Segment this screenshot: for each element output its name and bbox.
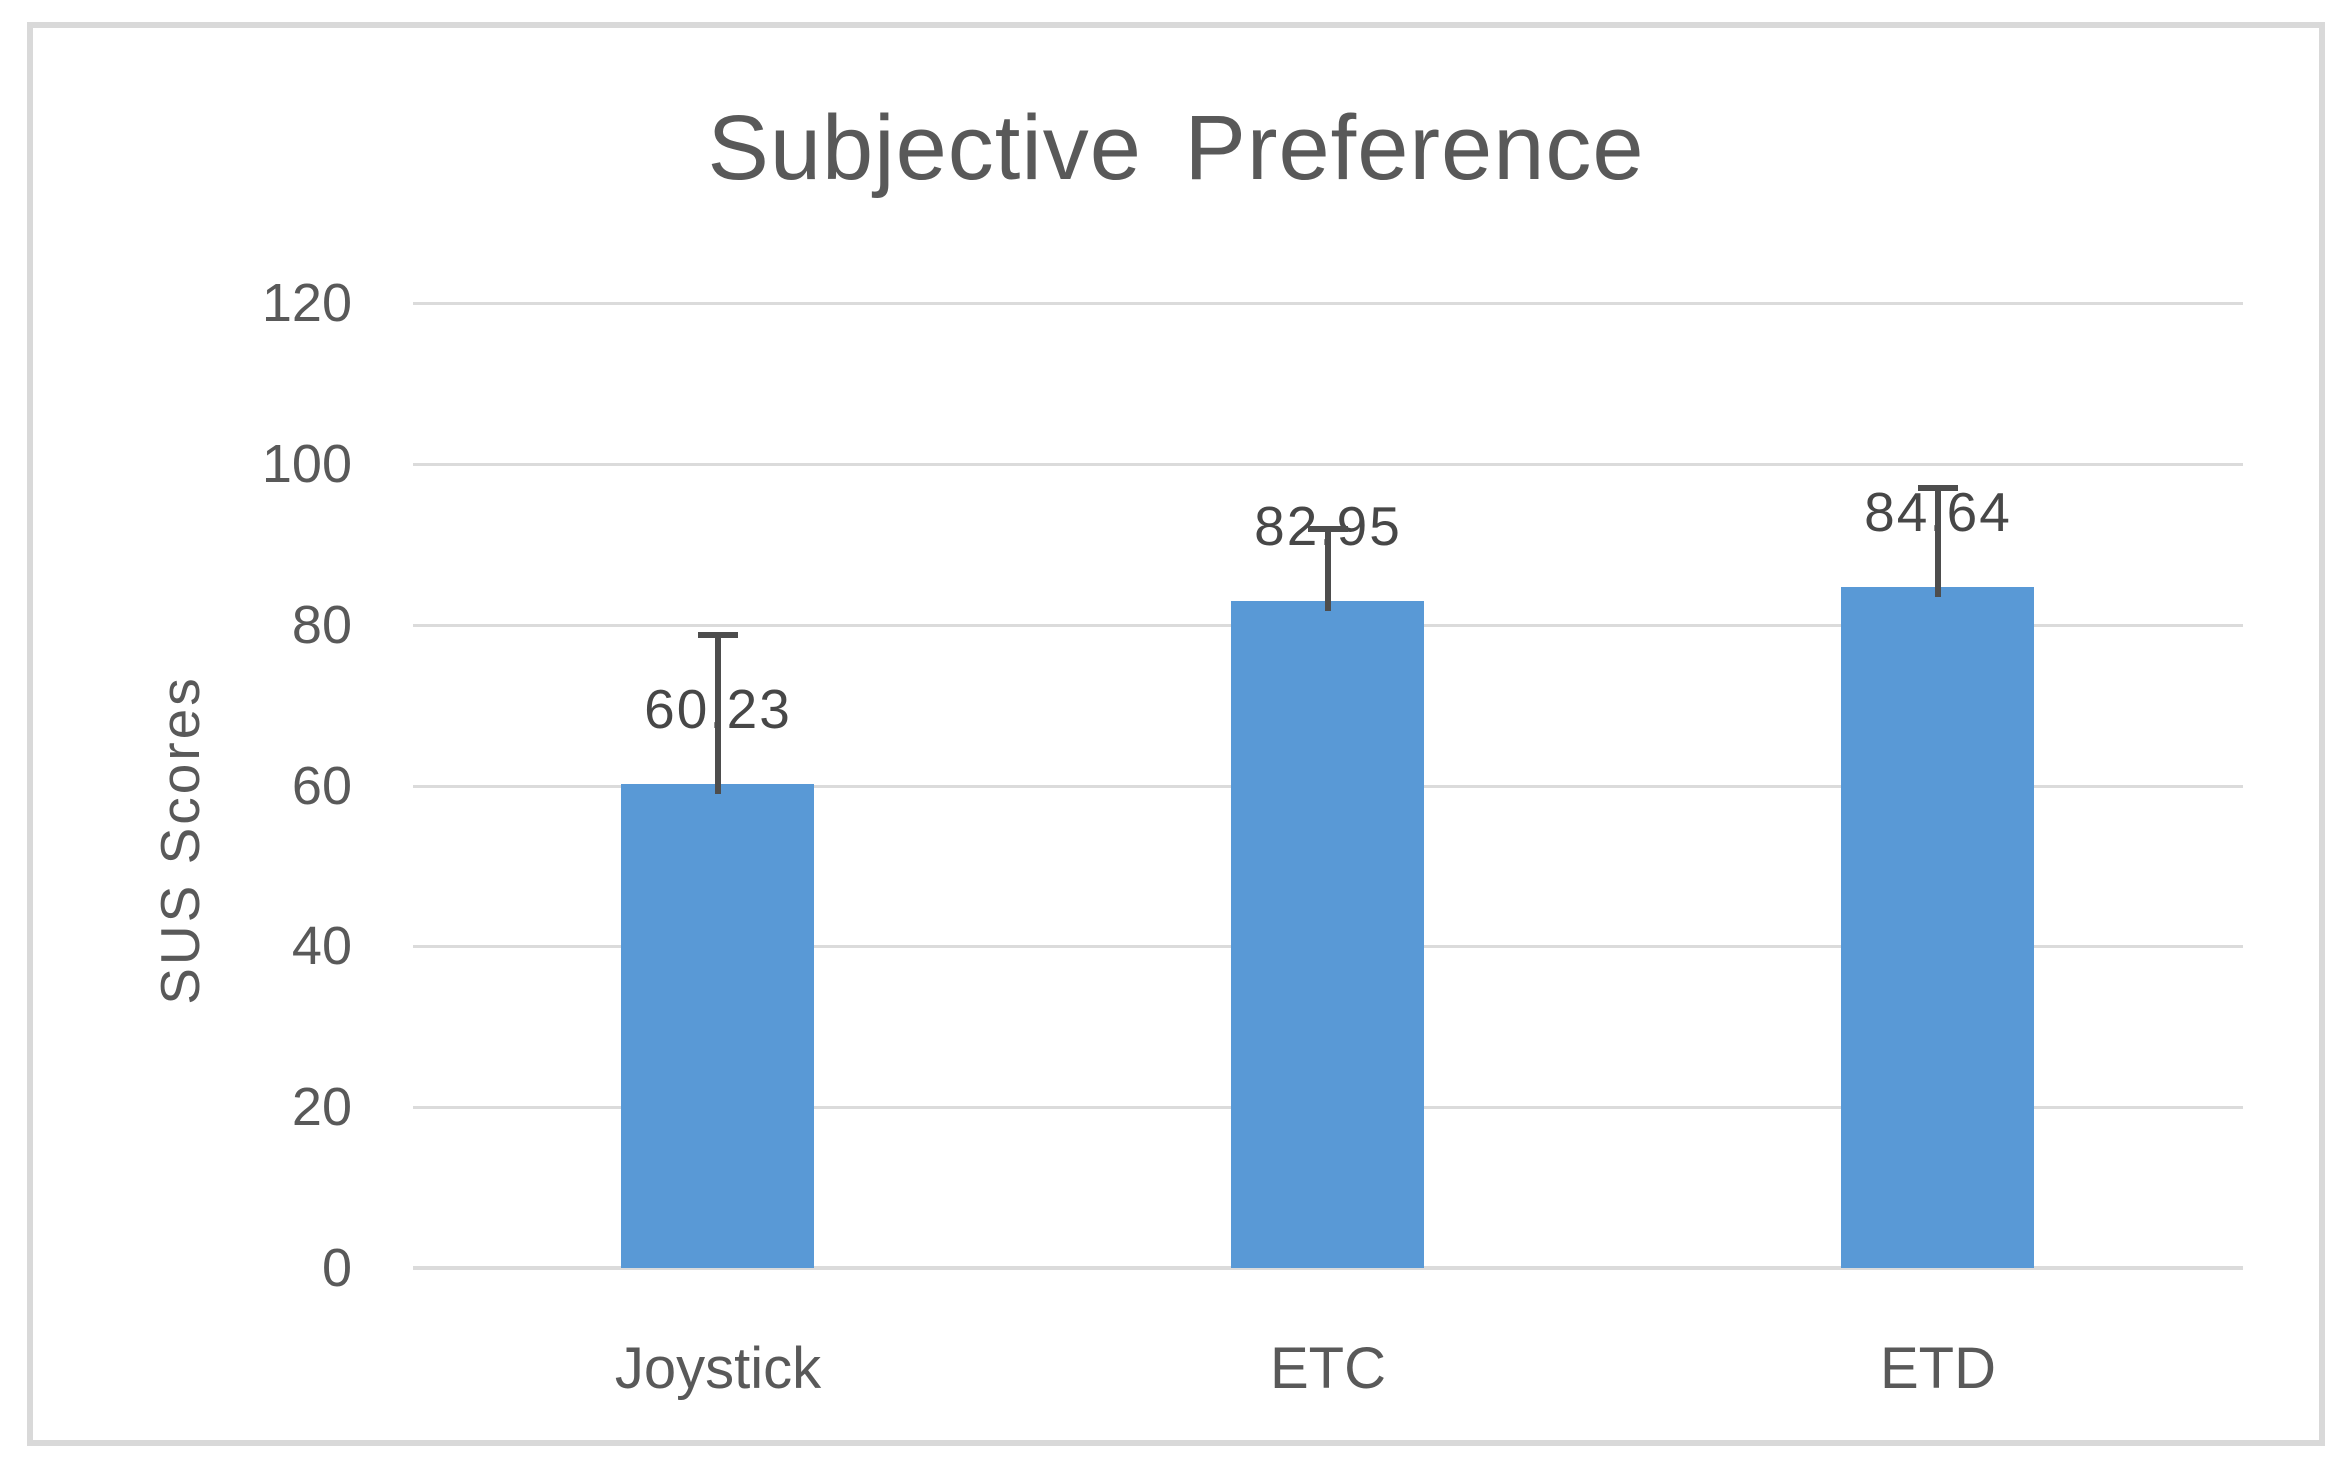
error-bar-cap-etc — [1308, 526, 1348, 532]
error-bar-joystick — [715, 635, 721, 794]
gridline-0 — [413, 1266, 2243, 1270]
error-bar-cap-etd — [1918, 485, 1958, 491]
y-tick-label-0: 0 — [321, 1238, 352, 1298]
y-tick-label-120: 120 — [261, 273, 352, 333]
error-bar-etc — [1325, 529, 1331, 611]
y-tick-label-80: 80 — [291, 595, 352, 655]
bar-etd — [1841, 587, 2034, 1268]
gridline-100 — [413, 463, 2243, 466]
x-category-label-etd: ETD — [1880, 1336, 1996, 1401]
chart-title: Subjective Preference — [707, 97, 1645, 199]
gridline-120 — [413, 302, 2243, 305]
y-tick-label-100: 100 — [261, 434, 352, 494]
x-category-label-joystick: Joystick — [614, 1336, 822, 1401]
x-category-label-etc: ETC — [1270, 1336, 1386, 1401]
y-tick-label-40: 40 — [291, 916, 352, 976]
y-tick-label-20: 20 — [291, 1077, 352, 1137]
error-bar-cap-joystick — [698, 632, 738, 638]
error-bar-etd — [1935, 488, 1941, 597]
bar-joystick — [621, 784, 814, 1268]
y-tick-label-60: 60 — [291, 756, 352, 816]
bar-etc — [1231, 601, 1424, 1268]
